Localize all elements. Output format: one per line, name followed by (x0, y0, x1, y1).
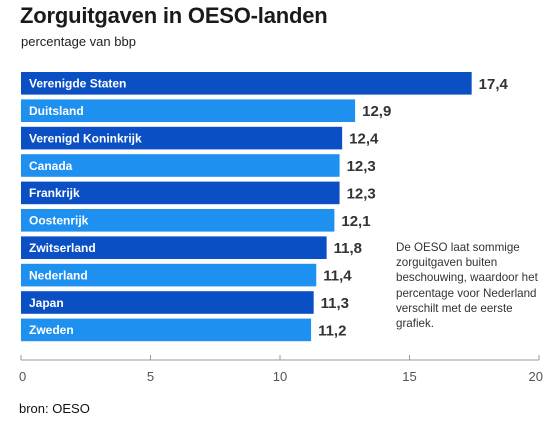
bar-value-label: 12,9 (362, 103, 391, 120)
bar-value-label: 12,4 (349, 131, 379, 148)
bar-value-label: 12,3 (347, 158, 376, 175)
chart-source: bron: OESO (19, 401, 90, 416)
bar-7 (21, 236, 327, 259)
bar-value-label: 11,8 (334, 240, 362, 257)
bar-3 (21, 126, 343, 150)
bar-6 (21, 209, 335, 232)
bar-category-label: Nederland (29, 268, 88, 282)
x-tick-label: 15 (402, 369, 416, 384)
bars-layer: Verenigde Staten 17,4 Duitsland 12,9 Verenig… (21, 72, 509, 342)
bar-1 (21, 72, 472, 95)
bar-value-label: 11,4 (323, 268, 352, 285)
bar-10 (21, 318, 312, 342)
chart-annotation: De OESO laat sommige zorguitgaven buiten… (396, 241, 538, 331)
x-tick-label: 20 (529, 369, 543, 384)
bar-9 (21, 291, 314, 314)
bar-category-label: Verenigde Staten (29, 77, 126, 91)
bar-category-label: Verenigd Koninkrijk (29, 131, 142, 145)
bar-category-label: Canada (29, 159, 73, 173)
bar-value-label: 12,1 (341, 213, 370, 230)
bar-8 (21, 263, 317, 287)
x-tick-label: 10 (273, 369, 287, 384)
bar-4 (21, 154, 340, 177)
bar-value-label: 11,2 (318, 322, 346, 339)
bar-category-label: Oostenrijk (29, 214, 89, 228)
bar-category-label: Japan (29, 296, 64, 310)
bar-value-label: 12,3 (347, 185, 376, 202)
x-axis: 0 5 10 15 20 (19, 355, 543, 384)
bar-value-label: 17,4 (479, 76, 509, 93)
bar-category-label: Zweden (29, 323, 74, 337)
x-tick-label: 0 (19, 369, 26, 384)
bar-value-label: 11,3 (321, 295, 349, 312)
x-tick-label: 5 (147, 369, 154, 384)
bar-5 (21, 181, 340, 205)
bar-category-label: Duitsland (29, 104, 84, 118)
bar-2 (21, 99, 356, 122)
bar-category-label: Frankrijk (29, 186, 80, 200)
bar-category-label: Zwitserland (29, 241, 96, 255)
chart-subtitle: percentage van bbp (21, 34, 136, 49)
chart-title: Zorguitgaven in OESO-landen (20, 3, 328, 28)
